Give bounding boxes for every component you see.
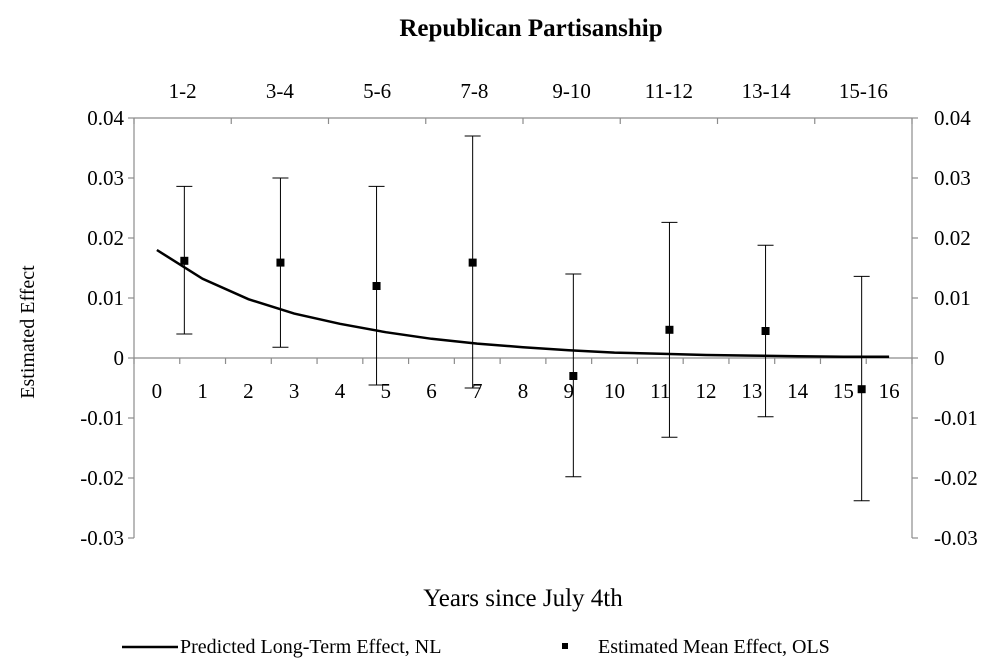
top-tick-label: 7-8: [460, 79, 488, 103]
predicted-effect-line: [156, 248, 890, 359]
y-tick-label-right: 0.03: [934, 166, 971, 190]
axes: [133, 117, 913, 538]
x-tick-label: 5: [380, 379, 391, 403]
y-tick-label-right: -0.03: [934, 526, 978, 550]
y-tick-label: 0.02: [87, 226, 124, 250]
y-tick-label-right: 0.04: [934, 106, 971, 130]
x-tick-label: 15: [833, 379, 854, 403]
y-axis-label: Estimated Effect: [17, 265, 39, 399]
data-point: [569, 372, 578, 380]
x-tick-label: 0: [152, 379, 163, 403]
y-tick-label: -0.01: [80, 406, 124, 430]
legend-label-points: Estimated Mean Effect, OLS: [598, 636, 830, 658]
x-tick-label: 12: [696, 379, 717, 403]
data-point: [180, 256, 189, 265]
y-tick-label: -0.02: [80, 466, 124, 490]
x-tick-label: 14: [787, 379, 809, 403]
x-tick-label: 16: [879, 379, 900, 403]
x-tick-label: 3: [289, 379, 300, 403]
error-bars: [176, 135, 870, 502]
x-tick-label: 9: [564, 379, 575, 403]
x-tick-label: 4: [335, 379, 346, 403]
x-tick-label: 8: [518, 379, 529, 403]
data-point: [468, 258, 477, 267]
x-tick-label: 13: [741, 379, 762, 403]
y-tick-label: 0.04: [87, 106, 124, 130]
top-tick-label: 1-2: [169, 79, 197, 103]
top-tick-label: 15-16: [839, 79, 888, 103]
top-tick-label: 11-12: [645, 79, 693, 103]
top-tick-label: 3-4: [266, 79, 294, 103]
x-tick-label: 10: [604, 379, 625, 403]
y-axis-left-ticks: 0.04 0.03 0.02 0.01 0 -0.01 -0.02 -0.03: [80, 106, 134, 550]
legend-marker-swatch: [562, 643, 568, 649]
data-point: [761, 327, 770, 335]
data-point: [276, 258, 285, 267]
legend: Predicted Long-Term Effect, NL Estimated…: [122, 636, 830, 658]
top-axis-ticks: 1-2 3-4 5-6 7-8 9-10 11-12 13-14 15-16: [133, 79, 913, 124]
x-tick-label: 1: [197, 379, 208, 403]
x-axis-ticks: 0 1 2 3 4 5 6 7 8 9 10 11 12 13 14 15 16: [133, 358, 913, 403]
predicted-effect-line-path: [156, 248, 890, 359]
chart-title: Republican Partisanship: [399, 15, 662, 42]
y-tick-label: -0.03: [80, 526, 124, 550]
y-axis-right-ticks: 0.04 0.03 0.02 0.01 0 -0.01 -0.02 -0.03: [912, 106, 978, 550]
x-tick-label: 11: [650, 379, 670, 403]
y-tick-label-right: 0: [934, 346, 945, 370]
data-point: [857, 385, 866, 394]
top-tick-label: 5-6: [363, 79, 391, 103]
legend-label-line: Predicted Long-Term Effect, NL: [180, 636, 441, 658]
x-tick-label: 7: [472, 379, 483, 403]
estimated-mean-points: [180, 256, 866, 394]
top-tick-label: 13-14: [742, 79, 791, 103]
y-tick-label: 0.01: [87, 286, 124, 310]
x-tick-label: 2: [243, 379, 254, 403]
data-point: [665, 325, 674, 334]
top-tick-label: 9-10: [552, 79, 591, 103]
y-tick-label-right: 0.01: [934, 286, 971, 310]
y-tick-label-right: 0.02: [934, 226, 971, 250]
data-point: [372, 282, 381, 290]
y-tick-label: 0: [114, 346, 125, 370]
y-tick-label-right: -0.01: [934, 406, 978, 430]
x-axis-label: Years since July 4th: [423, 585, 623, 612]
y-tick-label-right: -0.02: [934, 466, 978, 490]
x-tick-label: 6: [426, 379, 437, 403]
y-tick-label: 0.03: [87, 166, 124, 190]
